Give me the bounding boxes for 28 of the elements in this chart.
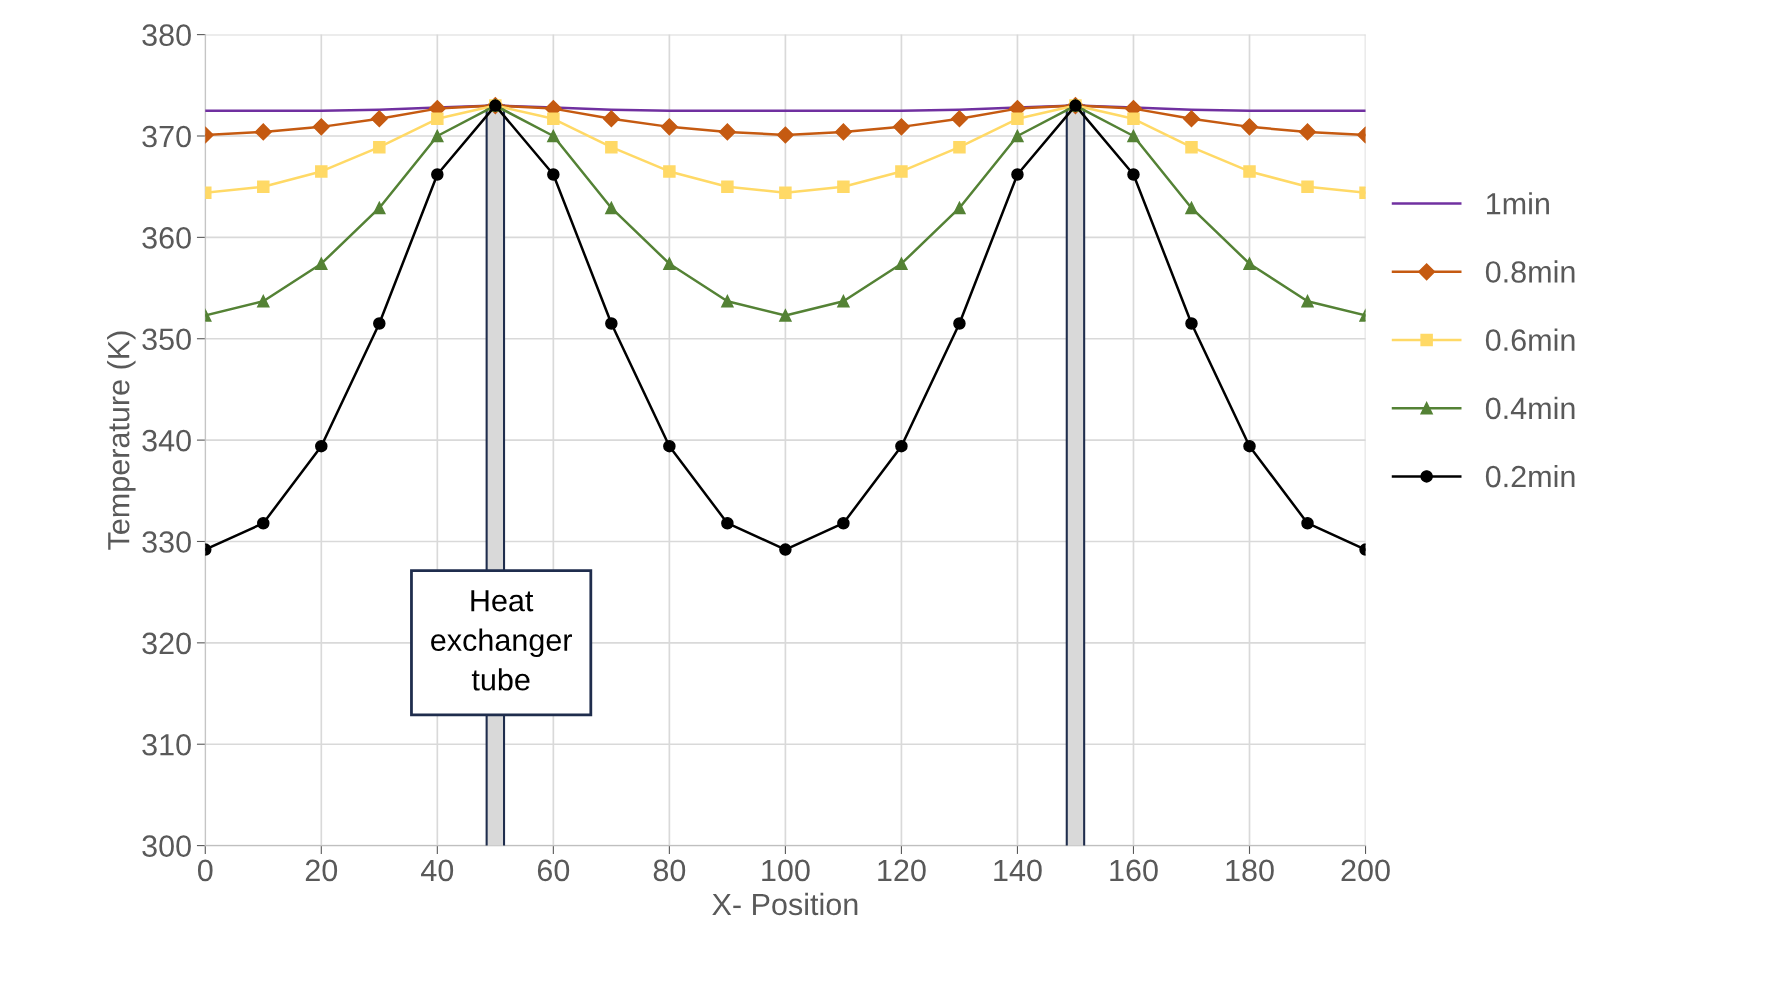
x-tick-label: 20: [305, 859, 338, 882]
y-tick-label: 340: [142, 429, 191, 452]
y-tick-label: 330: [142, 531, 191, 553]
x-tick-label: 200: [1341, 859, 1390, 882]
legend-label: 0.8min: [1485, 260, 1575, 283]
x-tick-label: 100: [762, 859, 810, 882]
annotation: Heat exchanger tube: [431, 590, 572, 691]
legend-label: 0.6min: [1485, 328, 1575, 351]
x-tick-label: 80: [653, 859, 686, 882]
y-tick-label: 380: [142, 24, 191, 46]
y-axis-title: Temperature (K): [107, 331, 136, 550]
y-tick-label: 300: [142, 835, 191, 857]
y-tick-label: 370: [142, 125, 191, 148]
legend-label: 0.2min: [1485, 464, 1575, 488]
x-tick-label: 120: [878, 859, 926, 882]
x-tick-label: 140: [994, 859, 1042, 882]
y-tick-label: 350: [142, 328, 191, 351]
legend-label: 1min: [1487, 192, 1549, 215]
y-tick-label: 320: [142, 632, 191, 655]
y-tick-label: 360: [142, 227, 191, 249]
legend-label: 0.4min: [1485, 396, 1575, 420]
x-axis-title: X- Position: [712, 892, 858, 916]
y-tick-label: 310: [142, 733, 191, 756]
x-tick-label: 160: [1110, 859, 1158, 882]
x-tick-label: 40: [421, 859, 454, 882]
x-tick-label: 180: [1226, 859, 1274, 882]
x-tick-label: 60: [537, 859, 570, 882]
x-tick-label: 0: [197, 859, 213, 882]
